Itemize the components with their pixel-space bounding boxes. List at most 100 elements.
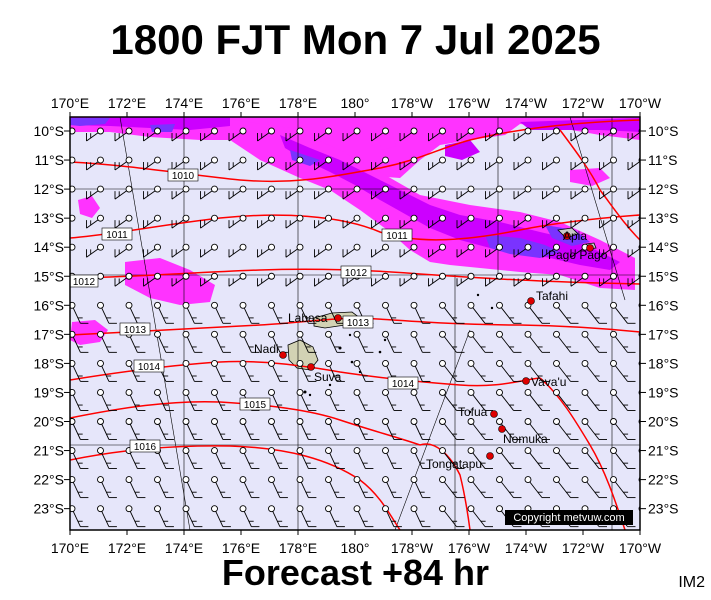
lat-tick-label: 11°S	[648, 152, 677, 168]
page-title: 1800 FJT Mon 7 Jul 2025	[110, 16, 601, 63]
wind-barb	[211, 505, 231, 528]
svg-text:Suva: Suva	[314, 370, 342, 384]
svg-text:Labasa: Labasa	[288, 311, 328, 325]
wind-barb	[439, 359, 465, 382]
wind-barb	[200, 127, 218, 142]
wind-barb	[439, 505, 465, 528]
lat-tick-label: 23°S	[648, 501, 679, 517]
lat-tick-label: 12°S	[33, 181, 64, 197]
wind-barb	[70, 156, 76, 164]
wind-barb	[325, 389, 345, 411]
svg-text:Nomuka: Nomuka	[503, 432, 548, 446]
lon-tick-label: 178°E	[279, 540, 317, 556]
rain-patch	[70, 320, 108, 345]
rain-band-heavy	[150, 124, 175, 132]
lon-tick-label: 172°E	[108, 540, 146, 556]
wind-barb	[285, 214, 304, 229]
lat-tick-label: 17°S	[33, 326, 64, 342]
wind-barb	[467, 476, 493, 499]
lon-tick-label: 170°E	[51, 540, 89, 556]
wind-barb	[542, 156, 560, 171]
wind-barb	[211, 389, 231, 411]
wind-barb	[581, 301, 607, 324]
wind-barb	[97, 505, 117, 528]
wind-barb	[125, 505, 146, 528]
wind-barb	[428, 243, 446, 258]
isobar-line	[70, 400, 421, 446]
svg-text:Tofua: Tofua	[458, 405, 488, 419]
wind-barb	[599, 185, 617, 200]
wind-barb	[399, 185, 418, 200]
wind-barb	[296, 359, 317, 382]
isobar-label: 1011	[101, 227, 133, 241]
lon-labels-bottom: 170°E 172°E 174°E 176°E 178°E 180° 178°W 176°W 1…	[51, 530, 662, 556]
wind-barb	[154, 476, 174, 499]
isobar-label: 1012	[70, 274, 99, 288]
svg-text:Apia: Apia	[563, 229, 587, 243]
lon-tick-label: 170°W	[619, 540, 662, 556]
wind-barb	[228, 272, 247, 287]
wind-barb	[257, 185, 275, 200]
svg-text:1015: 1015	[244, 400, 267, 411]
wind-barb	[154, 301, 174, 324]
wind-barb	[143, 243, 161, 258]
svg-text:1012: 1012	[345, 268, 368, 279]
forecast-subtitle: Forecast +84 hr	[221, 552, 490, 593]
lat-tick-label: 19°S	[648, 384, 679, 400]
lon-tick-label: 176°E	[222, 95, 260, 111]
wind-barb	[456, 185, 475, 200]
wind-barb	[371, 185, 389, 200]
wind-barb	[570, 243, 589, 258]
wind-barb	[97, 359, 117, 382]
wind-barb	[182, 447, 203, 469]
wind-barb	[239, 330, 260, 353]
wind-barb	[410, 418, 431, 440]
wind-barb	[285, 185, 304, 200]
lat-tick-label: 15°S	[648, 268, 679, 284]
wind-barb	[371, 243, 389, 258]
wind-barb	[371, 214, 389, 229]
wind-barb	[353, 330, 374, 353]
rain-band-heavy	[485, 235, 560, 258]
wind-barb	[211, 330, 231, 353]
wind-barb	[70, 243, 76, 251]
lon-tick-label: 170°W	[619, 95, 662, 111]
wind-barb	[211, 359, 231, 382]
wind-barb	[353, 418, 374, 440]
wind-barb	[353, 389, 374, 411]
rain-patch	[376, 132, 396, 150]
lat-tick-label: 16°S	[648, 297, 679, 313]
lon-tick-label: 176°E	[222, 540, 260, 556]
wind-barb	[485, 214, 503, 229]
wind-barb	[610, 359, 636, 382]
isobar-label: 1014	[387, 376, 419, 390]
wind-barb	[285, 243, 304, 258]
isobar-label: 1016	[129, 439, 161, 453]
svg-text:Vava'u: Vava'u	[531, 375, 566, 389]
isobar-label: 1014	[133, 359, 165, 373]
product-code: IM2	[678, 574, 705, 591]
wind-barb	[456, 272, 475, 287]
wind-barb	[143, 127, 161, 142]
lon-tick-label: 174°E	[165, 540, 203, 556]
wind-barb	[382, 301, 402, 324]
wind-barb	[257, 243, 275, 258]
lon-tick-label: 178°W	[391, 95, 434, 111]
wind-barb	[410, 330, 431, 353]
wind-barb	[70, 418, 89, 440]
lat-tick-label: 12°S	[648, 181, 679, 197]
wind-barb	[399, 214, 418, 229]
wind-barb	[154, 330, 174, 353]
wind-barb	[456, 127, 475, 142]
wind-barb	[296, 330, 317, 353]
wind-barb	[114, 185, 133, 200]
wind-barb	[524, 330, 550, 353]
wind-barb	[599, 272, 617, 287]
lat-tick-label: 16°S	[33, 297, 64, 313]
wind-barb	[342, 156, 361, 171]
lat-tick-label: 21°S	[648, 443, 679, 459]
place-nomuka: Nomuka	[498, 425, 548, 446]
wind-barb	[496, 447, 522, 469]
wind-barb	[542, 214, 560, 229]
wind-barb	[97, 389, 117, 411]
